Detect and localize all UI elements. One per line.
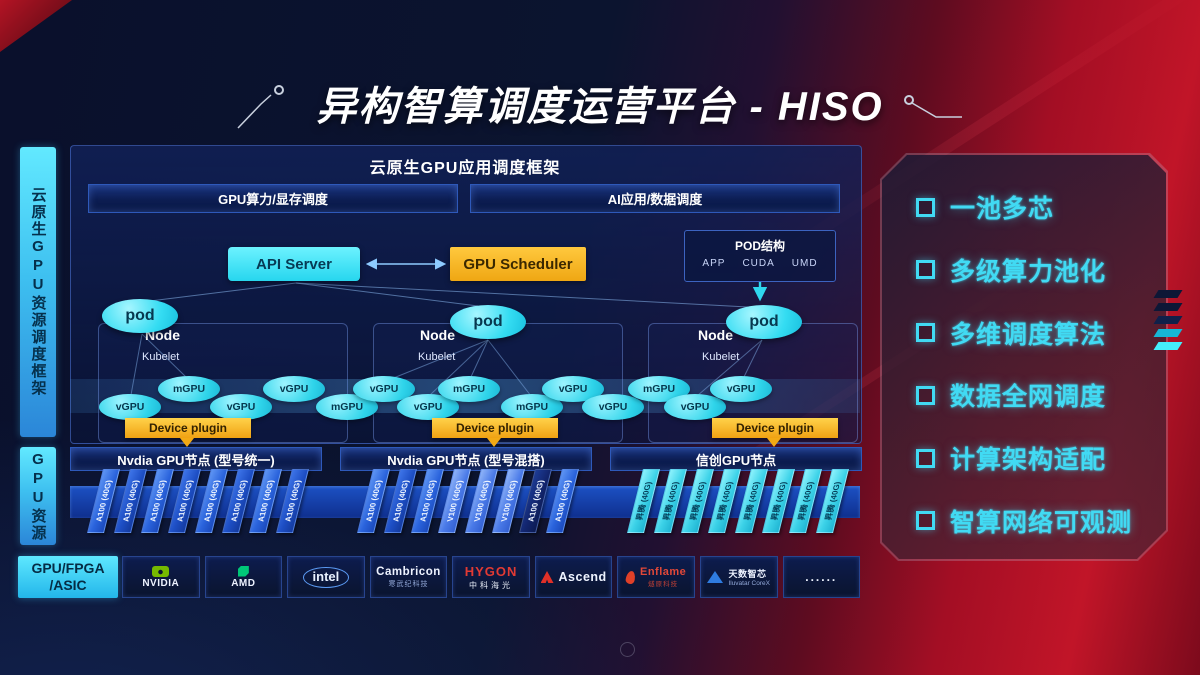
enflame-logo-icon: [625, 569, 636, 585]
vendor-amd: AMD: [204, 556, 283, 598]
page-title: 异构智算调度运营平台 - HISO: [316, 85, 884, 129]
device-plugin-2: Device plugin: [432, 418, 558, 447]
rail-gpu-resources: GPU资源: [20, 447, 56, 545]
intel-logo-icon: intel: [302, 566, 350, 588]
hardware-type-line2: /ASIC: [49, 577, 87, 593]
watermark-decoration: [620, 642, 635, 657]
vendor-row: NVIDIA AMD intel Cambricon 寒武纪科技 HYGON 中…: [122, 556, 861, 598]
iluvatar-logo-icon: [707, 571, 724, 583]
pod-ellipse-3: pod: [726, 305, 802, 339]
feature-item: 一池多芯: [916, 189, 1150, 225]
vgpu-ellipse: vGPU: [263, 376, 325, 402]
vgpu-ellipse: vGPU: [582, 394, 644, 420]
node-title-2: Node: [420, 327, 455, 343]
hash-marks-decoration: [1153, 290, 1183, 355]
node-group-bar-xinchuang: 信创GPU节点: [610, 447, 862, 471]
vendor-name: Cambricon: [376, 565, 441, 578]
vendor-name: NVIDIA: [142, 577, 180, 589]
api-server-box: API Server: [228, 247, 360, 281]
device-plugin-3: Device plugin: [712, 418, 838, 447]
vendor-name: Enflame: [640, 566, 687, 578]
feature-label: 计算架构适配: [950, 446, 1107, 475]
amd-logo-icon: [237, 565, 249, 577]
feature-item: 多维调度算法: [916, 315, 1150, 351]
vgpu-ellipse: vGPU: [664, 394, 726, 420]
vendor-subtitle: 寒武纪科技: [388, 580, 429, 588]
feature-label: 多级算力池化: [950, 257, 1107, 286]
pod-ellipse-1: pod: [102, 299, 178, 333]
node-title-3: Node: [698, 327, 733, 343]
pod-structure-box: POD结构 APP CUDA UMD: [684, 230, 836, 282]
lane-ai-app-data-scheduling: AI应用/数据调度: [470, 184, 840, 213]
nvidia-logo-icon: [152, 565, 170, 577]
mgpu-ellipse: mGPU: [438, 376, 500, 402]
corner-red-decoration: [0, 0, 72, 52]
lane-gpu-compute-scheduling: GPU算力/显存调度: [88, 184, 458, 213]
square-bullet-icon: [916, 198, 935, 217]
feature-item: 数据全网调度: [916, 377, 1150, 413]
vgpu-ellipse: vGPU: [210, 394, 272, 420]
feature-panel: 一池多芯 多级算力池化 多维调度算法 数据全网调度 计算架构适配 智算网络可观测: [880, 153, 1168, 561]
pod-item-cuda: CUDA: [742, 258, 775, 269]
node-group-bar-nvidia-uniform: Nvdia GPU节点 (型号统一): [70, 447, 322, 471]
feature-label: 数据全网调度: [950, 383, 1107, 412]
vendor-others: ......: [782, 556, 861, 598]
square-bullet-icon: [916, 260, 935, 279]
feature-label: 智算网络可观测: [950, 508, 1133, 537]
vendor-subtitle: Iluvatar CoreX: [728, 580, 770, 587]
vendor-name: Ascend: [558, 570, 607, 584]
framework-title: 云原生GPU应用调度框架: [369, 160, 561, 177]
mgpu-ellipse: mGPU: [158, 376, 220, 402]
pod-item-umd: UMD: [791, 258, 818, 269]
vendor-name: HYGON: [464, 563, 518, 579]
node-group-bar-nvidia-mixed: Nvdia GPU节点 (型号混搭): [340, 447, 592, 471]
feature-label: 多维调度算法: [950, 320, 1107, 349]
kubelet-label-3: Kubelet: [702, 351, 740, 363]
vendor-name: AMD: [231, 577, 256, 589]
gpu-scheduler-box: GPU Scheduler: [450, 247, 586, 281]
circuit-decoration-left: [237, 85, 284, 129]
vendor-ascend: Ascend: [534, 556, 613, 598]
feature-item: 智算网络可观测: [916, 503, 1150, 539]
square-bullet-icon: [916, 323, 935, 342]
square-bullet-icon: [916, 449, 935, 468]
feature-panel-background: [882, 155, 1166, 559]
vendor-intel: intel: [287, 556, 365, 598]
mgpu-ellipse: mGPU: [316, 394, 378, 420]
pod-item-app: APP: [702, 258, 726, 269]
hardware-type-line1: GPU/FPGA: [31, 559, 105, 576]
vendor-iluvatar: 天数智芯 Iluvatar CoreX: [699, 556, 778, 598]
vendor-hygon: HYGON 中科海光: [452, 556, 530, 598]
vendor-subtitle: 中科海光: [469, 580, 514, 590]
vendor-nvidia: NVIDIA: [122, 556, 200, 598]
hardware-type-label: GPU/FPGA /ASIC: [18, 556, 118, 598]
vendor-enflame: Enflame 燧原科技: [617, 556, 695, 598]
kubelet-label-1: Kubelet: [142, 351, 180, 363]
vendor-name: ......: [805, 570, 838, 584]
pod-structure-title: POD结构: [734, 239, 785, 253]
vgpu-ellipse: vGPU: [99, 394, 161, 420]
pod-ellipse-2: pod: [450, 305, 526, 339]
circuit-decoration-right: [904, 95, 962, 118]
device-plugin-1: Device plugin: [125, 418, 251, 447]
square-bullet-icon: [916, 386, 935, 405]
vendor-subtitle: 燧原科技: [648, 581, 679, 588]
rail-cloud-native-gpu-framework: 云原生GPU资源调度框架: [20, 147, 56, 437]
vendor-name: 天数智芯: [728, 569, 767, 579]
square-bullet-icon: [916, 511, 935, 530]
ascend-logo-icon: [540, 571, 554, 583]
feature-label: 一池多芯: [950, 195, 1055, 223]
vgpu-ellipse: vGPU: [710, 376, 772, 402]
kubelet-label-2: Kubelet: [418, 351, 456, 363]
feature-item: 计算架构适配: [916, 440, 1150, 476]
feature-item: 多级算力池化: [916, 252, 1150, 288]
vendor-cambricon: Cambricon 寒武纪科技: [369, 556, 448, 598]
